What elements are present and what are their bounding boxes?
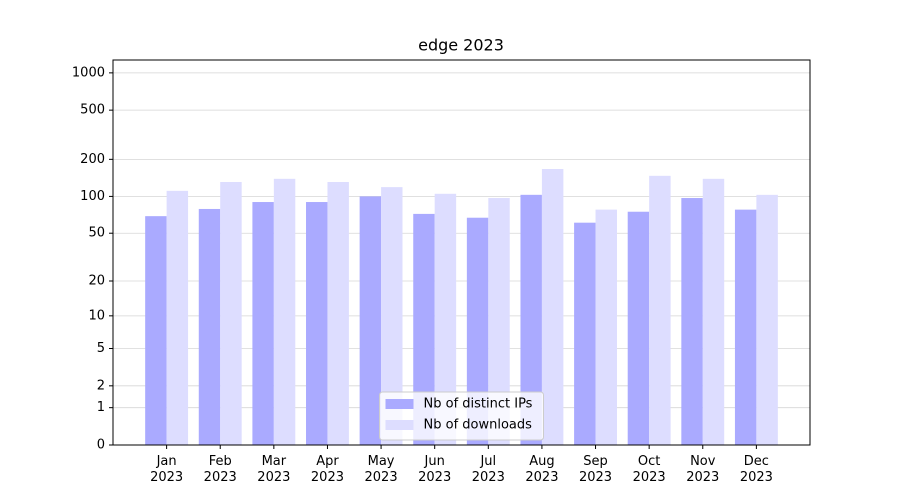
legend-label: Nb of downloads [424,418,533,433]
y-tick-label: 1 [97,400,105,415]
bar [756,194,778,445]
bar [413,213,435,445]
bar [466,217,489,445]
bar [595,209,617,445]
bar [359,196,382,445]
y-tick-label: 20 [88,274,105,289]
y-tick-label: 10 [88,308,105,323]
y-tick-label: 2 [97,378,105,393]
bar [574,222,596,445]
bar [681,198,703,445]
x-tick-label: Jan 2023 [150,454,183,485]
bar [306,202,328,445]
bar [252,202,274,445]
x-tick-label: Mar 2023 [257,454,290,485]
y-tick-label: 0 [97,438,105,453]
bar [702,178,725,446]
x-tick-label: Jun 2023 [418,454,451,485]
bar [434,193,457,445]
legend-label: Nb of distinct IPs [424,397,533,412]
y-tick-label: 50 [88,226,105,241]
chart-title: edge 2023 [418,36,504,55]
bar [520,194,542,445]
y-tick-label: 5 [97,341,105,356]
y-tick-label: 200 [80,152,105,167]
legend-swatch [385,399,414,409]
x-tick-label: May 2023 [365,454,398,485]
bar [649,175,671,445]
plot-frame [112,59,811,446]
y-tick-label: 100 [80,189,105,204]
bar [381,187,403,445]
bar [273,178,296,446]
bar [541,169,564,445]
x-tick-label: Apr 2023 [311,454,344,485]
bar [327,181,349,445]
y-tick-label: 500 [80,103,105,118]
legend: Nb of distinct IPs Nb of downloads [379,391,544,441]
bar [488,198,510,445]
x-tick-label: Dec 2023 [740,454,773,485]
legend-swatch [385,420,414,430]
legend-box [379,391,544,441]
bar [198,208,221,445]
bar [627,211,650,445]
bar [166,190,189,445]
x-tick-label: Nov 2023 [686,454,719,485]
bar [734,209,757,445]
x-tick-label: Aug 2023 [525,454,558,485]
x-tick-label: Sep 2023 [579,454,612,485]
x-tick-label: Oct 2023 [633,454,666,485]
x-tick-label: Feb 2023 [204,454,237,485]
x-tick-label: Jul 2023 [472,454,505,485]
bar [145,216,167,445]
y-tick-label: 1000 [72,65,105,80]
bar [220,181,242,445]
